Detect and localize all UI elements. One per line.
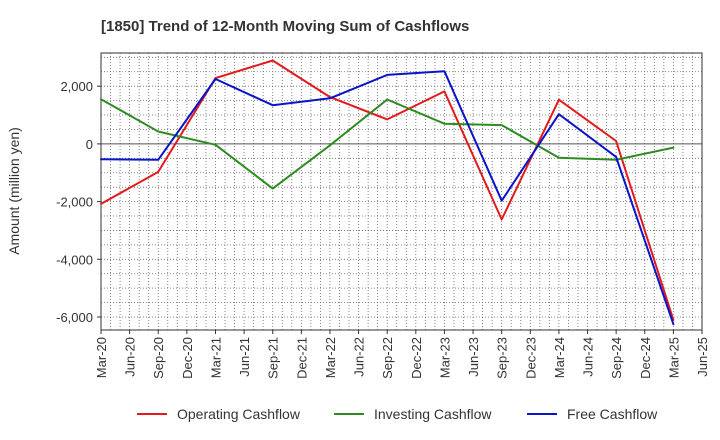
x-tick-label: Mar-24: [552, 337, 567, 378]
series-line-free-cashflow: [100, 70, 675, 326]
legend-label-operating-cashflow: Operating Cashflow: [177, 406, 301, 422]
legend-label-free-cashflow: Free Cashflow: [567, 406, 658, 422]
y-tick-label: -4,000: [56, 252, 93, 267]
x-tick-label: Dec-23: [523, 337, 538, 379]
series-line-investing-cashflow: [100, 98, 675, 190]
x-tick-label: Dec-21: [294, 337, 309, 379]
x-tick-label: Dec-22: [409, 337, 424, 379]
x-tick-label: Jun-22: [352, 337, 367, 377]
x-tick-label: Jun-23: [466, 337, 481, 377]
x-tick-label: Jun-25: [695, 337, 710, 377]
series-line-operating-cashflow: [100, 59, 675, 321]
x-tick-label: Sep-24: [609, 337, 624, 379]
x-tick-label: Mar-22: [323, 337, 338, 378]
x-tick-label: Mar-21: [208, 337, 223, 378]
x-tick-label: Sep-21: [266, 337, 281, 379]
x-tick-label: Jun-24: [581, 337, 596, 377]
x-tick-label: Sep-22: [380, 337, 395, 379]
plot-frame: [100, 52, 703, 331]
y-axis-label-group: Amount (million yen): [6, 127, 22, 255]
x-tick-label: Sep-20: [151, 337, 166, 379]
y-tick-label: -6,000: [56, 310, 93, 325]
y-tick-label: -2,000: [56, 195, 93, 210]
x-tick-label: Dec-24: [638, 337, 653, 379]
x-tick-label: Mar-20: [94, 337, 109, 378]
legend-label-investing-cashflow: Investing Cashflow: [374, 406, 492, 422]
y-tick-label: 0: [86, 137, 93, 152]
legend: Operating Cashflow Investing Cashflow Free…: [137, 406, 658, 422]
y-tick-label: 2,000: [60, 79, 93, 94]
x-tick-label: Jun-21: [237, 337, 252, 377]
x-tick-label: Jun-20: [123, 337, 138, 377]
x-tick-label: Dec-20: [180, 337, 195, 379]
x-tick-label: Mar-23: [437, 337, 452, 378]
chart-title: [1850] Trend of 12-Month Moving Sum of C…: [101, 18, 469, 35]
x-tick-label: Mar-25: [666, 337, 681, 378]
y-axis-label: Amount (million yen): [6, 127, 22, 255]
x-tick-label: Sep-23: [495, 337, 510, 379]
